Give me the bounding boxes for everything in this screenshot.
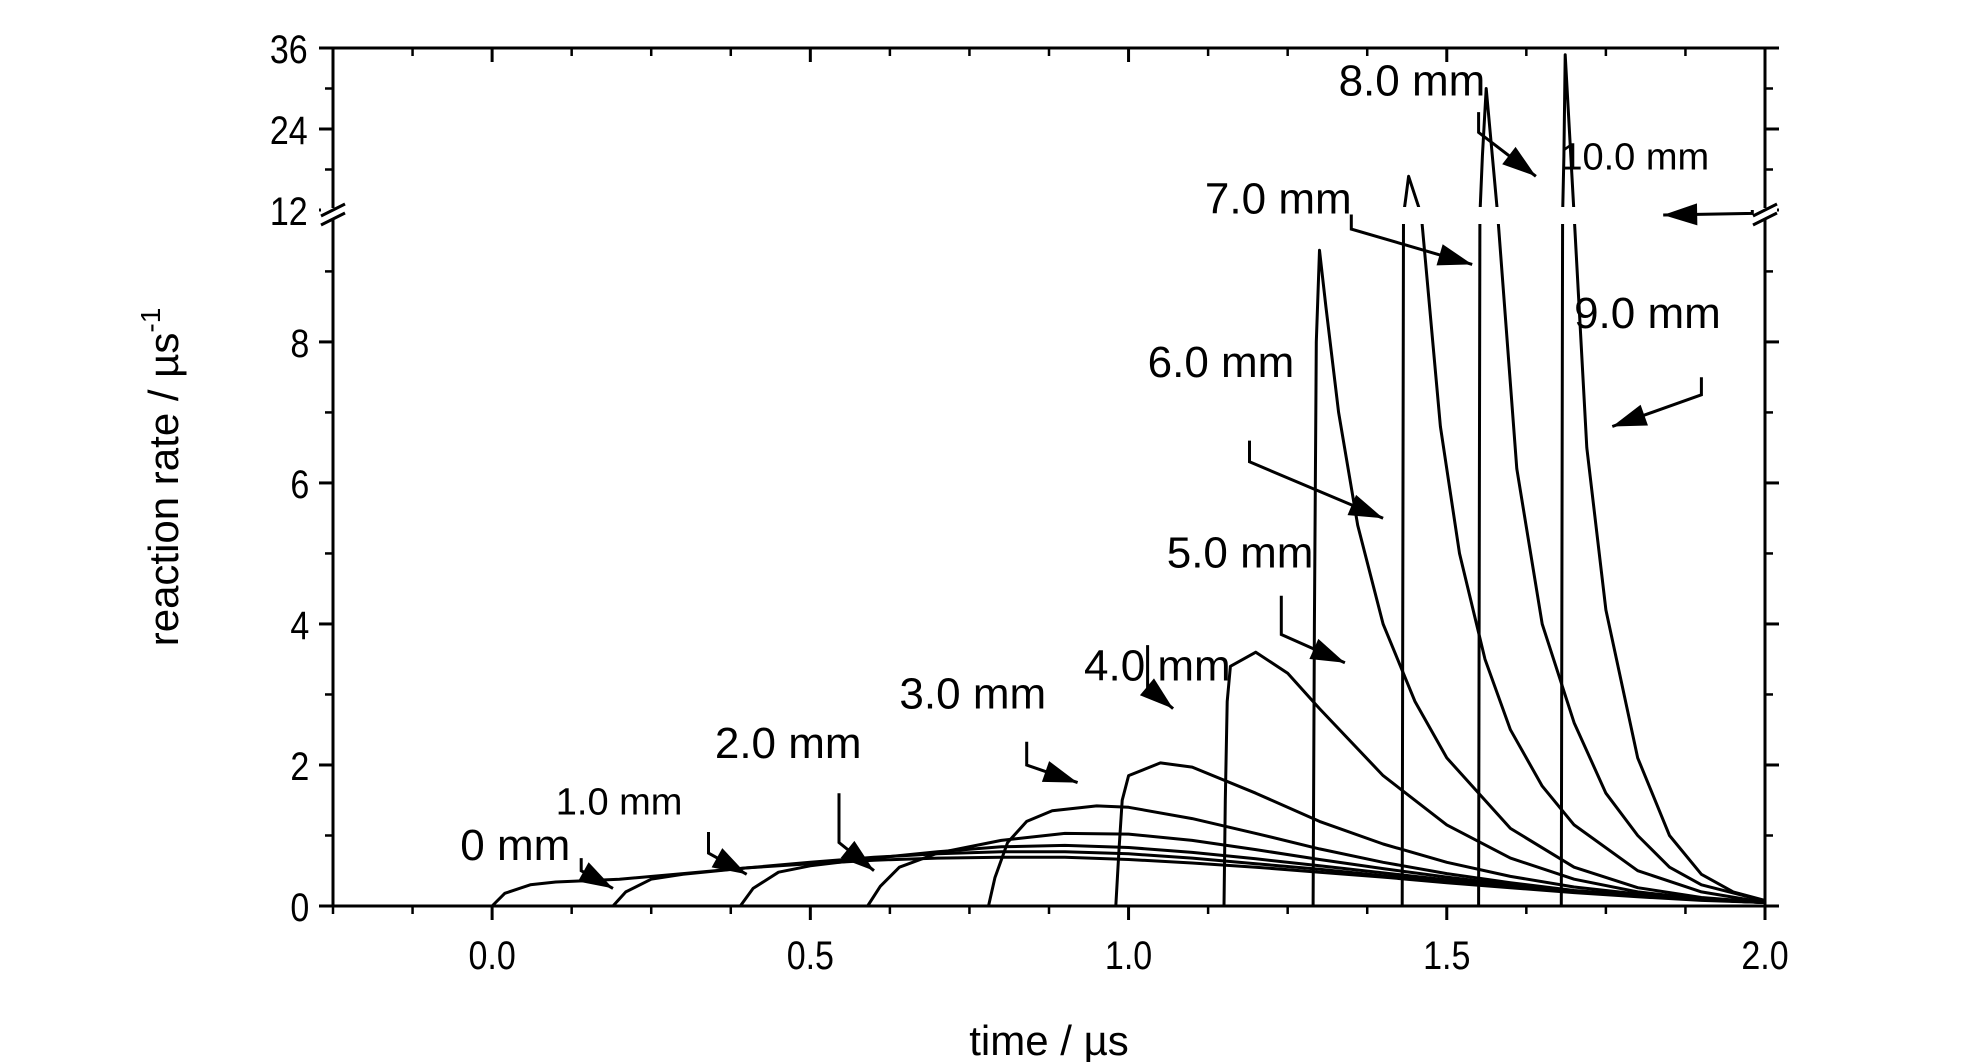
- series-line-5-0-mm: [1114, 761, 1766, 907]
- arrowhead-8-0-mm: [1502, 146, 1536, 177]
- series-line-8-0-mm: [1400, 174, 1766, 907]
- x-tick-label-1-5: 1.5: [1423, 932, 1470, 977]
- series-group: [336, 53, 1766, 908]
- label-9-0-mm: 9.0 mm: [1574, 289, 1721, 338]
- series-line-7-0-mm: [1311, 248, 1766, 907]
- x-tick-label-1-0: 1.0: [1105, 932, 1152, 977]
- axis-break-mark-left-upper: [320, 202, 346, 218]
- arrowhead-9-0-mm: [1612, 404, 1648, 427]
- label-4-0-mm: 4.0 mm: [1084, 641, 1231, 690]
- axis-break-group: [320, 202, 1778, 227]
- annotations-group: 0 mm1.0 mm 2.0 mm 3.0 mm 4.0 mm 5.0 mm 6.0 mm…: [460, 56, 1754, 890]
- arrowhead-7-0-mm: [1436, 244, 1473, 266]
- x-tick-label-2-0: 2.0: [1741, 932, 1788, 977]
- axis-break-mark-right-upper: [1752, 202, 1778, 218]
- y-axis-title-superscript: -1: [135, 308, 166, 333]
- axis-break-mask-right: [1753, 208, 1777, 219]
- arrowhead-4-0-mm: [1139, 678, 1174, 709]
- y-tick-label-6: 6: [290, 461, 309, 506]
- series-line-4-0-mm: [987, 804, 1766, 907]
- y-tick-label-4: 4: [290, 602, 309, 647]
- series-line-6-0-mm: [1222, 650, 1766, 907]
- arrowhead-2-0-mm: [840, 840, 874, 871]
- label-7-0-mm: 7.0 mm: [1205, 174, 1352, 223]
- y-tick-label-2: 2: [290, 743, 309, 788]
- series-line-10-0-mm: [1559, 53, 1766, 907]
- label-5-0-mm: 5.0 mm: [1167, 529, 1314, 578]
- label-10-0-mm: 10.0 mm: [1561, 137, 1709, 179]
- x-tick-label-0-0: 0.0: [468, 932, 515, 977]
- y-axis-title: reaction rate / µs-1: [135, 308, 187, 647]
- axis-break-mask-left: [321, 208, 345, 219]
- series-line-9-0-mm: [1477, 87, 1766, 907]
- y-upper-tick-label-24: 24: [270, 107, 308, 152]
- label-8-0-mm: 8.0 mm: [1339, 56, 1486, 105]
- arrowhead-1-0-mm: [711, 848, 747, 875]
- y-tick-label-8: 8: [290, 320, 309, 365]
- x-tick-label-0-5: 0.5: [787, 932, 834, 977]
- axis-break-mark-left-lower: [320, 211, 346, 227]
- y-upper-tick-label-36: 36: [270, 26, 308, 71]
- arrowhead-0-mm: [577, 862, 614, 889]
- y-upper-tick-label-12: 12: [270, 188, 308, 233]
- label-0-mm: 0 mm: [460, 821, 570, 870]
- arrowhead-5-0-mm: [1309, 638, 1345, 663]
- arrowhead-10-0-mm: [1663, 203, 1698, 226]
- label-6-0-mm: 6.0 mm: [1148, 338, 1295, 387]
- y-tick-label-0: 0: [290, 884, 309, 929]
- leader-line-6-0-mm: [1248, 440, 1384, 520]
- axis-break-gap: [336, 207, 1762, 224]
- arrowhead-6-0-mm: [1347, 494, 1384, 519]
- axis-break-mark-right-lower: [1752, 211, 1778, 227]
- label-3-0-mm: 3.0 mm: [899, 670, 1046, 719]
- label-1-0-mm: 1.0 mm: [556, 781, 683, 823]
- label-2-0-mm: 2.0 mm: [715, 719, 862, 768]
- leader-line-7-0-mm: [1349, 214, 1473, 266]
- arrowhead-3-0-mm: [1041, 761, 1078, 783]
- x-axis-title: time / µs: [969, 1017, 1129, 1062]
